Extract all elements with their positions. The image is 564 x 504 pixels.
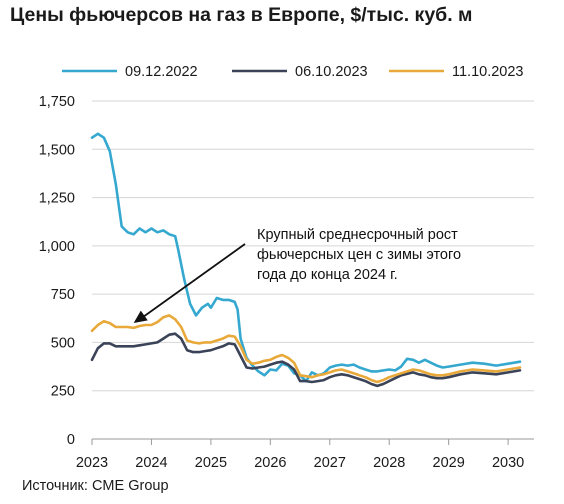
y-tick-label: 500: [51, 335, 75, 351]
y-tick-label: 1,500: [39, 142, 75, 158]
x-tick-label: 2026: [254, 455, 286, 471]
series-line-2: [90, 332, 522, 388]
chart-legend: 09.12.2022 06.10.2023 11.10.2023: [62, 64, 524, 80]
source-note: Источник: CME Group: [22, 478, 169, 494]
x-tick-label: 2025: [195, 455, 227, 471]
x-tick-label: 2023: [76, 455, 108, 471]
y-tick-label: 1,000: [39, 239, 75, 255]
chart-annotation: Крупный среднесрочный рост фьючерсных цен…: [133, 227, 461, 324]
annotation-text-line: года до конца 2024 г.: [257, 267, 398, 283]
annotation-arrowhead: [133, 310, 148, 324]
x-tick-label: 2030: [492, 455, 524, 471]
x-tick-label: 2027: [314, 455, 346, 471]
y-tick-label: 1,250: [39, 191, 75, 207]
legend-label-2: 06.10.2023: [295, 64, 368, 80]
y-tick-label: 0: [67, 432, 75, 448]
chart-lines: [90, 132, 522, 388]
chart-title: Цены фьючерсов на газ в Европе, $/тыс. к…: [10, 4, 473, 26]
series-line-1: [90, 132, 522, 383]
x-tick-label: 2024: [135, 455, 167, 471]
legend-label-3: 11.10.2023: [452, 64, 524, 80]
annotation-text-line: Крупный среднесрочный рост: [257, 227, 458, 243]
x-axis: 2023 2024 2025 2026 2027 2028 2029 2030: [76, 439, 524, 471]
x-tick-label: 2029: [433, 455, 465, 471]
y-tick-label: 1,750: [39, 94, 75, 110]
annotation-arrow-line: [141, 243, 246, 319]
y-tick-label: 750: [51, 287, 75, 303]
legend-label-1: 09.12.2022: [125, 64, 198, 80]
x-tick-label: 2028: [373, 455, 405, 471]
chart-grid: [92, 100, 534, 440]
annotation-text-line: фьючерсных цен с зимы этого: [257, 247, 461, 263]
y-axis: 0 250 500 750 1,000 1,250 1,500 1,750: [39, 94, 75, 448]
series-line-3: [90, 314, 522, 384]
y-tick-label: 250: [51, 384, 75, 400]
